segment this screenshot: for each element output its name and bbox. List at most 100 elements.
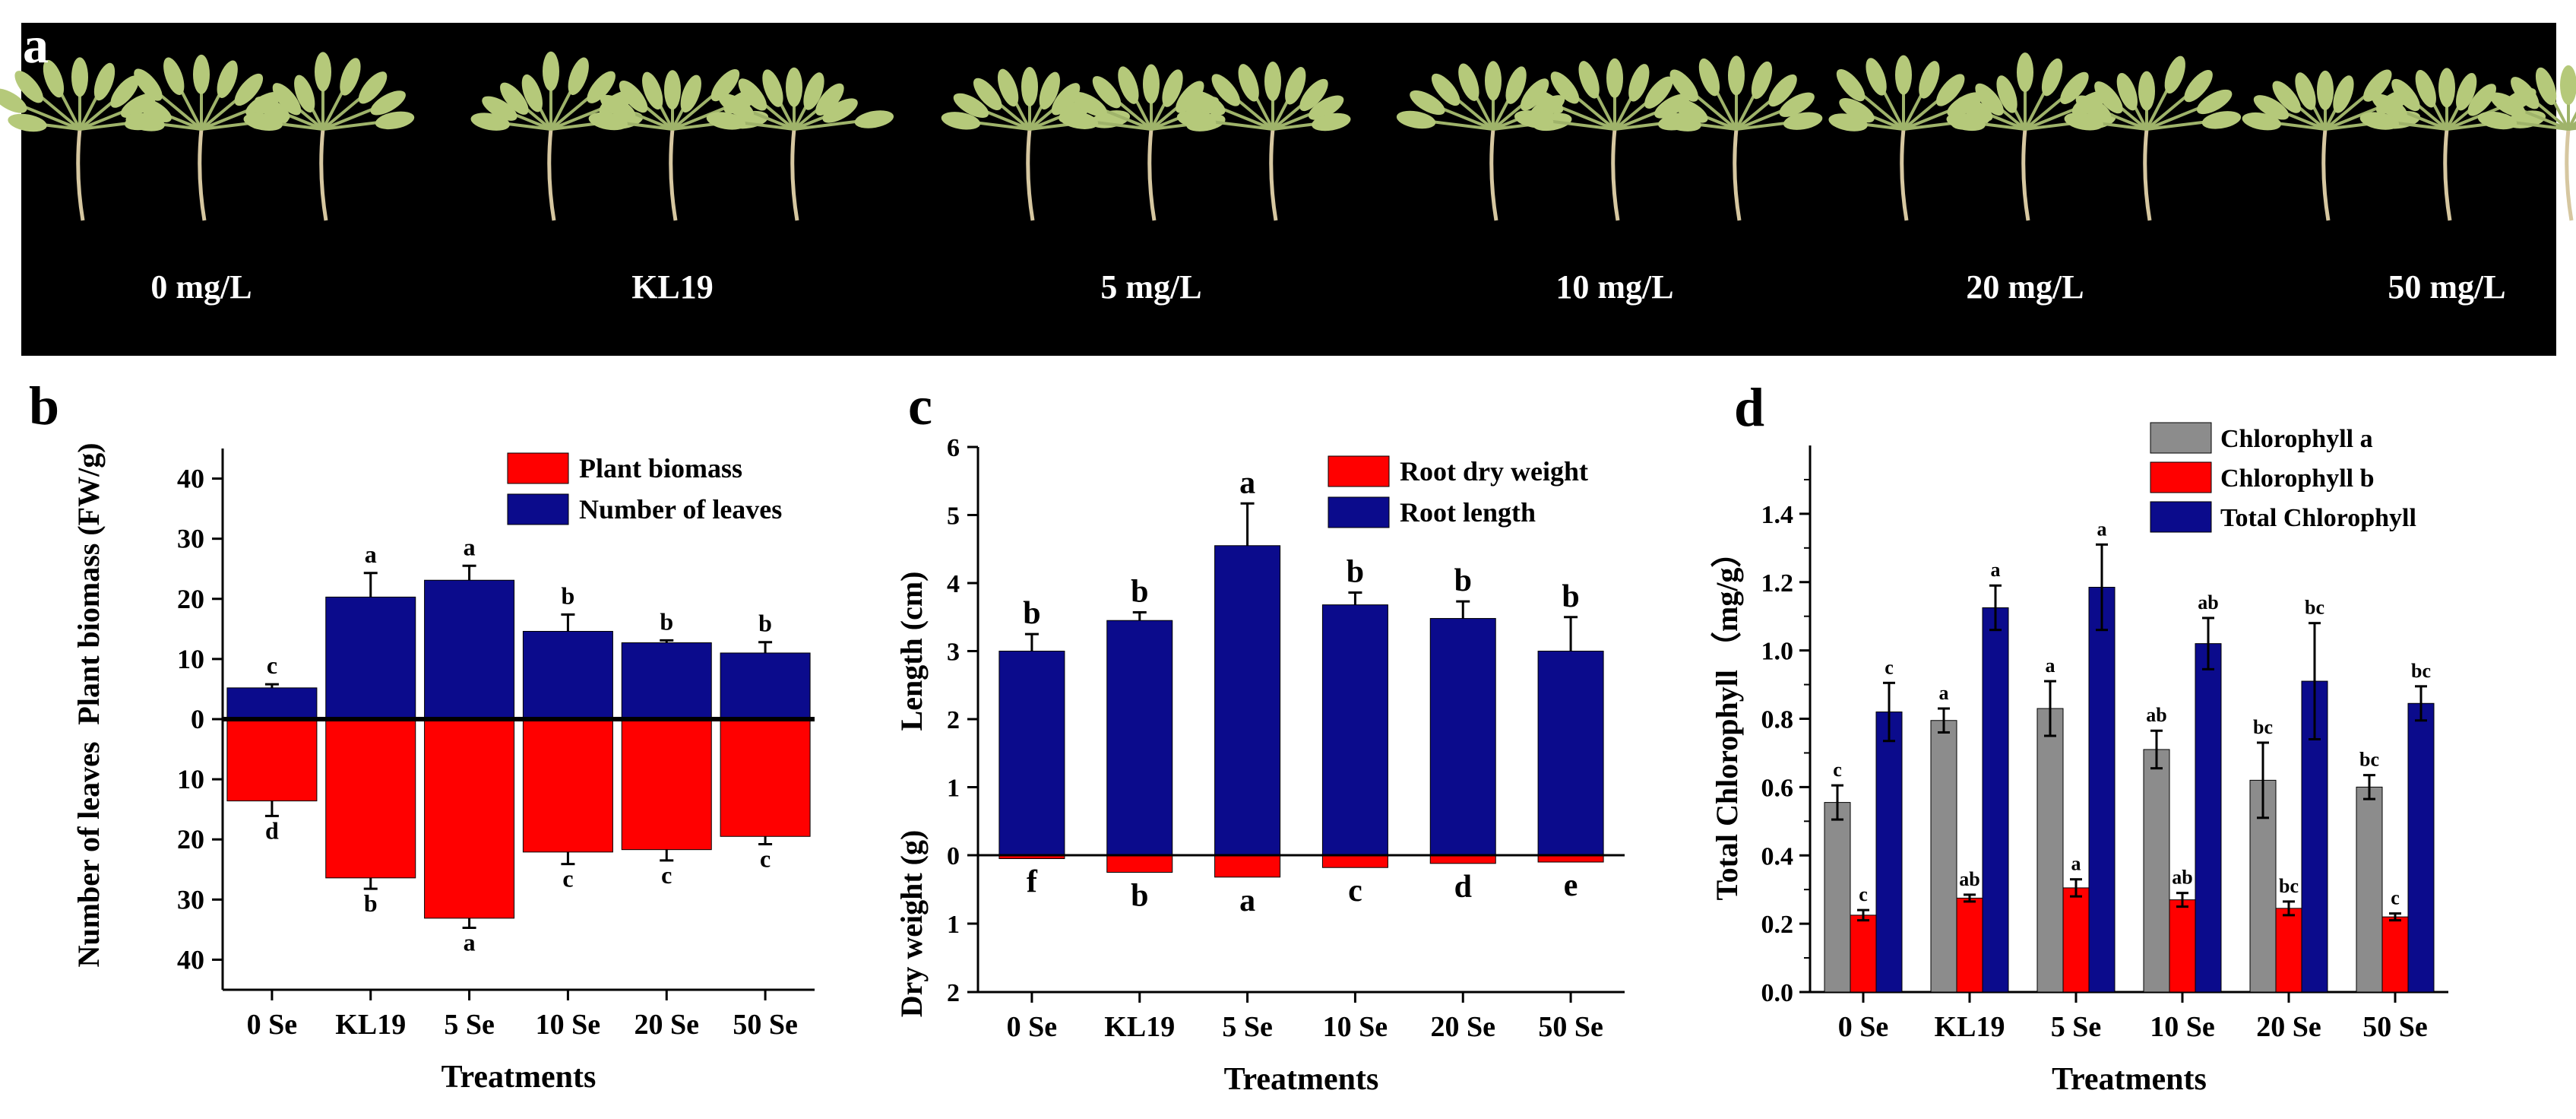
plant-leaf xyxy=(1176,110,1217,129)
y-tick-label: 10 xyxy=(177,764,204,794)
significance-letter: bc xyxy=(2359,749,2379,771)
plant-leaf xyxy=(1698,58,1720,97)
plant-leaf xyxy=(234,73,264,106)
bar-down-plant-biomass xyxy=(522,718,613,853)
y-axis-title-top: Plant biomass (FW/g) xyxy=(71,442,106,724)
y-axis-title-bottom: Number of leaves xyxy=(71,742,106,968)
significance-letter: b xyxy=(1347,555,1364,590)
legend-label: Plant biomass xyxy=(579,453,742,483)
plant-leaf xyxy=(2253,95,2290,120)
y-tick-label: 0.8 xyxy=(1761,706,1794,734)
plant-leaf xyxy=(1308,95,1344,120)
significance-letter: a xyxy=(365,540,377,568)
plant-root xyxy=(669,128,678,221)
plant-leaf xyxy=(1059,111,1099,129)
plant-leaf xyxy=(2467,84,2496,116)
plant-leaf xyxy=(2094,81,2123,114)
plant-leaf xyxy=(500,82,529,115)
plant-leaf xyxy=(1299,78,1328,112)
plant-leaf xyxy=(1118,66,1139,104)
y-tick-label: 4 xyxy=(947,570,960,598)
significance-letter: d xyxy=(265,816,279,844)
significance-letter: b xyxy=(758,610,772,637)
significance-letter: a xyxy=(464,533,476,560)
y-tick-label: 40 xyxy=(177,464,204,494)
x-axis-title: Treatments xyxy=(2052,1062,2207,1097)
plant-leaf xyxy=(1628,64,1650,102)
plant-leaf xyxy=(588,112,628,131)
bar-up-root-length xyxy=(1429,618,1496,856)
bar-chlorophyll-a xyxy=(2036,708,2064,993)
y-tick-label: 2 xyxy=(947,706,960,734)
plant-leaf xyxy=(0,88,27,113)
plant-leaf xyxy=(110,75,139,108)
plant-leaf xyxy=(2317,70,2334,110)
x-tick-label: KL19 xyxy=(1104,1011,1175,1043)
bar-chlorophyll-a xyxy=(2356,786,2383,993)
bar-chlorophyll-b xyxy=(2275,908,2302,993)
plant-leaf xyxy=(1550,71,1580,104)
plant-leaf xyxy=(14,71,43,103)
plant-root xyxy=(1026,128,1035,221)
x-tick-label: 5 Se xyxy=(1222,1011,1273,1043)
y-axis-title-top: Length (cm) xyxy=(894,572,929,731)
x-axis-title: Treatments xyxy=(1224,1062,1379,1097)
significance-letter: a xyxy=(1939,682,1949,704)
significance-letter: b xyxy=(1562,579,1579,614)
plant-leaf xyxy=(706,112,746,130)
plant-leaf xyxy=(2041,58,2063,97)
y-axis-title: Total Chlorophyll （mg/g） xyxy=(1710,537,1744,901)
plant-leaf xyxy=(93,62,116,101)
y-tick-label: 1.4 xyxy=(1761,501,1794,529)
plant-root xyxy=(2021,128,2030,221)
bar-down-root-dry-weight xyxy=(1214,854,1281,878)
legend-label: Total Chlorophyll xyxy=(2220,504,2416,532)
plant-leaf xyxy=(2164,55,2185,94)
y-tick-label: 1.0 xyxy=(1761,638,1794,666)
bar-chlorophyll-b xyxy=(2381,916,2409,993)
plant-root xyxy=(1611,128,1620,221)
plant-leaf xyxy=(1895,55,1912,95)
bar-total-chlorophyll xyxy=(1982,607,2009,993)
y-tick-label: 0.0 xyxy=(1761,979,1794,1007)
x-tick-label: KL19 xyxy=(335,1009,406,1041)
panel-b-letter: b xyxy=(29,376,59,436)
y-tick-label: 0.2 xyxy=(1761,911,1794,939)
plant-leaf xyxy=(2060,71,2089,104)
plant-leaf xyxy=(1578,61,1600,99)
bar-down-plant-biomass xyxy=(621,718,712,851)
significance-letter: a xyxy=(2097,518,2107,540)
plant-leaf xyxy=(2359,112,2400,130)
bar-chlorophyll-b xyxy=(2062,887,2090,993)
plant-leaf xyxy=(815,83,844,116)
panel-d-chart: d 0.0 0.2 0.4 0.6 0.8 1.0 1.2 1.4 c c c 0 Se a ab a KL19… xyxy=(1710,377,2448,1097)
plant-leaf xyxy=(1021,67,1038,106)
plant-leaf xyxy=(8,113,47,132)
panel-c-chart: c 1 2 3 4 5 6 1 2 0 b f 0 Se b b KL19 a a 5 Se b c 10 Se b d 20 … xyxy=(894,376,1625,1097)
plant-leaf xyxy=(2184,70,2213,103)
plant-leaf xyxy=(2438,68,2455,108)
panel-d-letter: d xyxy=(1734,377,1764,438)
plant-leaf xyxy=(1783,112,1823,130)
significance-letter: ab xyxy=(2146,704,2166,726)
bar-up-number-of-leaves xyxy=(226,687,318,720)
significance-letter: f xyxy=(1027,865,1038,900)
plant-leaf xyxy=(71,57,88,97)
bar-chlorophyll-a xyxy=(1930,720,1957,993)
plant-root xyxy=(1489,128,1498,221)
bar-chlorophyll-a xyxy=(1824,802,1851,993)
plant-leaf xyxy=(2363,69,2392,102)
bar-up-number-of-leaves xyxy=(325,596,416,720)
significance-letter: c xyxy=(1859,883,1868,905)
panel-a: a 0 mg/L KL19 5 mg/L 10 mg/L 20 mg/L 50 mg/L xyxy=(0,16,2576,356)
plant-leaf xyxy=(1866,58,1887,96)
bar-total-chlorophyll xyxy=(1875,712,1903,993)
significance-letter: a xyxy=(2046,655,2055,677)
plant-leaf xyxy=(1505,66,1527,104)
legend-label: Root dry weight xyxy=(1400,456,1588,487)
plant-leaf xyxy=(1485,61,1502,101)
y-tick-label: 6 xyxy=(947,434,960,462)
y-tick-label-zero: 0 xyxy=(191,704,204,734)
plant-root xyxy=(319,128,328,221)
x-tick-label: 5 Se xyxy=(444,1009,495,1041)
